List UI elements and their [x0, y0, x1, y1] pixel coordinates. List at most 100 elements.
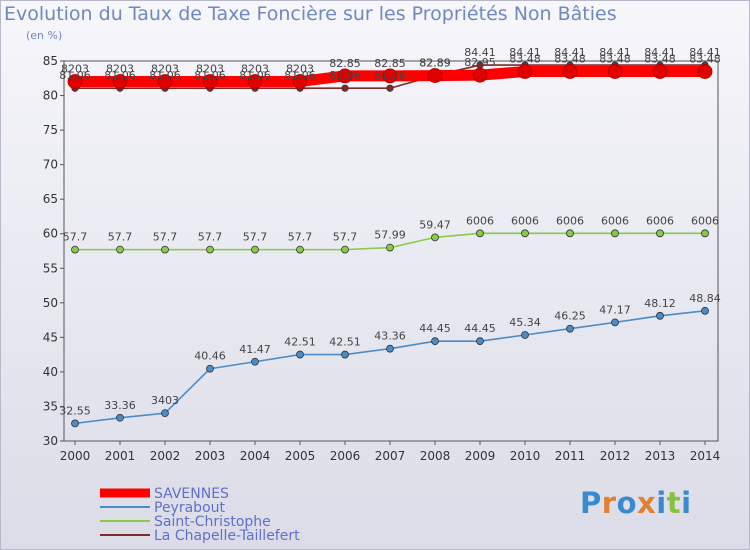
data-point	[296, 350, 304, 359]
data-point	[161, 245, 169, 254]
data-point	[116, 413, 124, 422]
data-point	[611, 229, 619, 238]
data-label: 44.45	[419, 322, 451, 335]
data-label: 8203	[196, 63, 224, 76]
unit-label: (en %)	[26, 29, 63, 42]
y-tick-label: 85	[43, 54, 58, 68]
data-point	[427, 68, 443, 83]
data-point	[472, 67, 488, 83]
data-label: 6006	[601, 214, 629, 227]
data-label: 40.46	[194, 350, 226, 363]
data-point	[337, 68, 353, 84]
data-label: 82.95	[464, 56, 496, 69]
data-point	[247, 74, 263, 89]
data-label: 44.45	[464, 322, 496, 335]
legend-label: Saint-Christophe	[154, 514, 271, 530]
data-point	[202, 74, 218, 89]
data-label: 81.06	[194, 69, 226, 82]
data-label: 81.06	[374, 69, 406, 82]
data-label: 6006	[466, 214, 494, 227]
y-tick-label: 30	[43, 434, 58, 448]
x-tick-label: 2007	[375, 449, 406, 463]
data-label: 42.51	[284, 336, 316, 349]
data-point	[161, 409, 169, 418]
y-tick-label: 70	[43, 158, 58, 172]
data-label: 84.41	[689, 46, 721, 59]
data-point	[206, 245, 214, 254]
data-point	[382, 68, 398, 84]
data-point	[562, 64, 578, 79]
x-tick-label: 2013	[645, 449, 676, 463]
data-label: 45.34	[509, 316, 541, 329]
data-label: 33.36	[104, 399, 136, 412]
x-tick-label: 2004	[240, 449, 271, 463]
data-point	[476, 337, 484, 346]
data-label: 84.41	[554, 46, 586, 59]
series-group: 8203 8203 8203 8203 8203 8203 82.85 82.85 82.89 8…	[59, 46, 721, 428]
legend-label: Peyrabout	[154, 500, 226, 516]
data-point	[611, 318, 619, 327]
y-tick-label: 65	[43, 192, 58, 206]
data-point	[652, 64, 668, 79]
data-point	[296, 245, 304, 254]
y-tick-label: 75	[43, 123, 58, 137]
data-point	[341, 350, 349, 359]
data-label: 81.06	[239, 69, 271, 82]
data-label: 57.7	[288, 231, 313, 244]
y-tick-label: 50	[43, 296, 58, 310]
legend-label: La Chapelle-Taillefert	[154, 528, 300, 544]
data-point	[521, 331, 529, 339]
data-point	[341, 245, 349, 254]
data-label: 57.7	[198, 231, 223, 244]
data-label: 48.84	[689, 292, 721, 305]
data-label: 59.47	[419, 218, 451, 231]
data-point	[476, 229, 484, 238]
data-point	[251, 245, 259, 254]
plot-area	[63, 60, 719, 442]
data-label: 8203	[241, 63, 269, 76]
data-label: 81.06	[284, 69, 316, 82]
data-point	[701, 306, 709, 315]
y-tick-label: 55	[43, 261, 58, 275]
y-tick-label: 35	[43, 399, 58, 413]
data-label: 8203	[286, 63, 314, 76]
data-label: 48.12	[644, 297, 676, 310]
legend-label: SAVENNES	[154, 486, 229, 502]
data-label: 83.48	[689, 53, 721, 66]
data-point	[566, 324, 574, 333]
data-point	[292, 74, 308, 89]
proxiti-logo: Proxiti	[580, 486, 692, 520]
data-point	[521, 229, 529, 238]
data-label: 81.06	[59, 69, 91, 82]
data-label: 81.06	[104, 69, 136, 82]
data-point	[566, 229, 574, 238]
data-label: 57.7	[333, 231, 358, 244]
data-label: 6006	[646, 214, 674, 227]
x-tick-label: 2006	[330, 449, 361, 463]
data-point	[656, 229, 664, 238]
data-label: 81.06	[149, 69, 181, 82]
data-label: 84.41	[599, 46, 631, 59]
data-label: 83.48	[599, 53, 631, 66]
data-label: 43.36	[374, 330, 406, 343]
data-point	[386, 243, 394, 252]
axes: 30 35 40 45 50 55 60 65 70 75 80 85 2000 2001 2002 2003…	[43, 54, 721, 463]
x-tick-label: 2008	[420, 449, 451, 463]
x-tick-label: 2003	[195, 449, 226, 463]
data-label: 6006	[691, 214, 719, 227]
data-label: 82.89	[419, 57, 451, 70]
data-label: 6006	[511, 214, 539, 227]
data-point	[71, 419, 79, 428]
data-label: 8203	[151, 63, 179, 76]
data-label: 42.51	[329, 336, 361, 349]
data-label: 84.41	[509, 46, 541, 59]
data-point	[697, 64, 713, 79]
data-point	[112, 74, 128, 89]
data-label: 82.85	[374, 57, 406, 70]
data-point	[517, 64, 533, 79]
y-tick-label: 80	[43, 89, 58, 103]
data-label: 57.7	[108, 231, 133, 244]
data-label: 84.41	[644, 46, 676, 59]
data-point	[701, 229, 709, 238]
